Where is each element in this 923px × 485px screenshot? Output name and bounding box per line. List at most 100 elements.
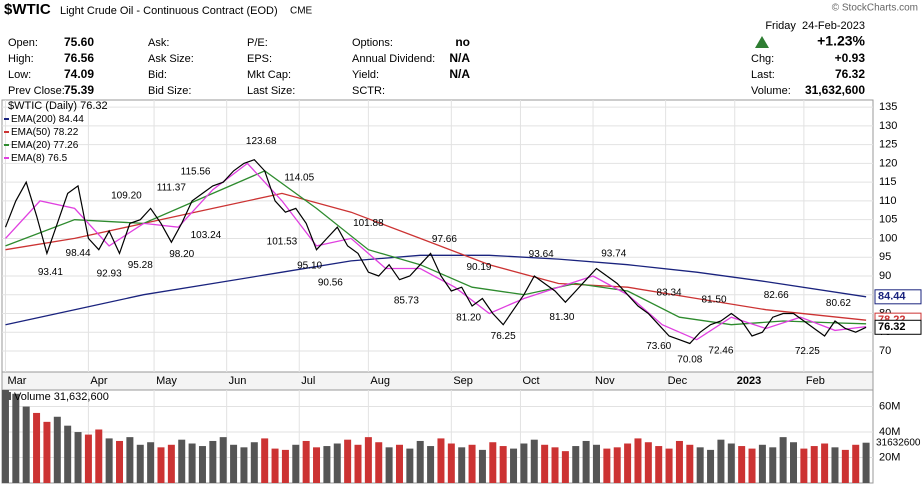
- volume-bar: [219, 437, 227, 483]
- peak-label: 103.24: [191, 230, 222, 241]
- x-tick-label: Dec: [668, 375, 688, 387]
- field-value: 75.60: [64, 35, 94, 49]
- x-tick-label: Sep: [453, 375, 473, 387]
- value-tag: [874, 289, 922, 305]
- volume-bar: [198, 446, 206, 483]
- volume-bar: [33, 412, 41, 483]
- price-frame: [1, 99, 874, 373]
- peak-label: 76.25: [491, 331, 516, 342]
- volume-bar: [821, 443, 829, 483]
- volume-bar: [427, 446, 435, 483]
- volume-bar: [344, 439, 352, 483]
- peak-label: 83.34: [657, 288, 682, 299]
- volume-bar: [675, 440, 683, 483]
- volume-bar: [613, 447, 621, 483]
- volume-bar: [748, 448, 756, 483]
- peak-label: 81.50: [701, 294, 726, 305]
- volume-bar: [333, 443, 341, 483]
- field-value: no: [455, 35, 470, 49]
- volume-bar: [644, 442, 652, 483]
- x-tick-label: Apr: [90, 375, 107, 387]
- value-tag: [874, 319, 922, 335]
- field-label: EPS:: [247, 53, 272, 65]
- volume-bar: [499, 446, 507, 483]
- peak-label: 98.20: [169, 249, 194, 260]
- peak-label: 97.66: [432, 234, 457, 245]
- legend-entry: EMA(8) 76.5: [11, 153, 68, 164]
- field-value: 75.39: [64, 83, 94, 97]
- volume-bar: [541, 444, 549, 483]
- field-value: N/A: [449, 67, 470, 81]
- legend-entry: EMA(200) 84.44: [11, 114, 84, 125]
- volume-last: 31,632,600: [54, 391, 109, 403]
- volume-bar: [116, 440, 124, 483]
- legend-value: 77.26: [53, 140, 78, 151]
- peak-label: 92.93: [97, 269, 122, 280]
- description: Light Crude Oil - Continuous Contract (E…: [60, 5, 278, 17]
- volume-bar: [810, 446, 818, 483]
- peak-label: 114.05: [284, 172, 314, 183]
- peak-label: 111.37: [157, 182, 187, 193]
- volume-bar: [520, 443, 528, 483]
- volume-bar: [603, 448, 611, 483]
- value-tag-label: 84.44: [878, 291, 906, 303]
- volume-bar: [406, 448, 414, 483]
- volume-bar: [105, 438, 113, 483]
- x-tick-label: May: [156, 375, 177, 387]
- peak-label: 81.20: [456, 313, 481, 324]
- up-arrow: [755, 36, 769, 48]
- volume-bar: [686, 444, 694, 483]
- volume-tag: 31632600: [876, 437, 921, 448]
- x-tick-label: Nov: [595, 375, 615, 387]
- volume-bar: [624, 443, 632, 483]
- peak-label: 73.60: [646, 341, 671, 352]
- volume-bar: [157, 447, 165, 483]
- volume-bar: [22, 406, 30, 483]
- peak-label: 81.30: [549, 312, 574, 323]
- volume-name: Volume: [14, 391, 51, 403]
- field-label: Options:: [352, 37, 393, 49]
- volume-bar: [147, 442, 155, 483]
- volume-bar: [354, 444, 362, 483]
- x-tick-label: Mar: [7, 375, 26, 387]
- x-tick-label: Aug: [370, 375, 390, 387]
- peak-label: 72.25: [795, 346, 820, 357]
- symbol: $WTIC: [4, 1, 51, 18]
- x-tick-label: 2023: [737, 375, 761, 387]
- peak-label: 90.56: [318, 277, 343, 288]
- legend-swatch: [5, 392, 11, 400]
- volume-bar: [758, 444, 766, 483]
- volume-bar: [84, 434, 92, 483]
- peak-label: 101.88: [353, 218, 384, 229]
- volume-bar: [323, 446, 331, 483]
- field-value: 76.56: [64, 51, 94, 65]
- field-label: Last:: [751, 69, 775, 81]
- y-tick-label: 130: [879, 120, 897, 132]
- legend-entry: EMA(50) 78.22: [11, 127, 79, 138]
- watermark: © StockCharts.com: [832, 3, 918, 14]
- volume-bar: [790, 442, 798, 483]
- volume-legend: Volume 31,632,600: [14, 391, 109, 403]
- volume-bar: [302, 440, 310, 483]
- field-label: Mkt Cap:: [247, 69, 291, 81]
- y-tick-label: 60M: [879, 400, 900, 412]
- volume-bar: [136, 444, 144, 483]
- field-label: Ask Size:: [148, 53, 194, 65]
- legend-value: 76.5: [48, 153, 68, 164]
- volume-bar: [717, 439, 725, 483]
- field-label: Low:: [8, 69, 31, 81]
- y-tick-label: 115: [879, 176, 897, 188]
- peak-label: 109.20: [111, 191, 142, 202]
- volume-bar: [292, 444, 300, 483]
- volume-bar: [43, 421, 51, 483]
- field-label: Ask:: [148, 37, 169, 49]
- y-tick-label: 120: [879, 157, 897, 169]
- volume-bar: [769, 447, 777, 483]
- volume-bar: [478, 449, 486, 483]
- peak-label: 80.62: [826, 298, 851, 309]
- volume-bar: [592, 444, 600, 483]
- volume-bar: [800, 448, 808, 483]
- field-label: High:: [8, 53, 34, 65]
- peak-label: 93.41: [38, 267, 63, 278]
